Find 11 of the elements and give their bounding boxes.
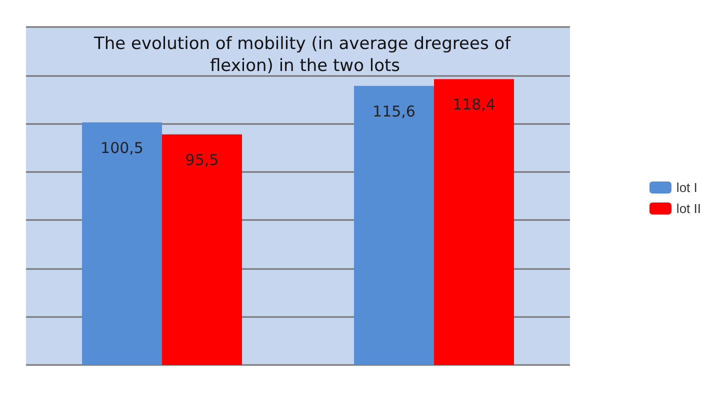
bar xyxy=(162,134,242,365)
bar xyxy=(434,79,514,365)
legend-label: lot I xyxy=(676,180,698,195)
legend-label: lot II xyxy=(676,201,702,216)
data-label: 118,4 xyxy=(452,96,496,114)
bar xyxy=(354,86,434,365)
data-label: 100,5 xyxy=(100,138,144,157)
text: The evolution of mobility (in average dregrees of flexion) in the two lots xyxy=(92,34,516,76)
data-label: 95,5 xyxy=(185,150,219,169)
data-label: 115,6 xyxy=(372,102,416,120)
bar xyxy=(82,122,162,365)
